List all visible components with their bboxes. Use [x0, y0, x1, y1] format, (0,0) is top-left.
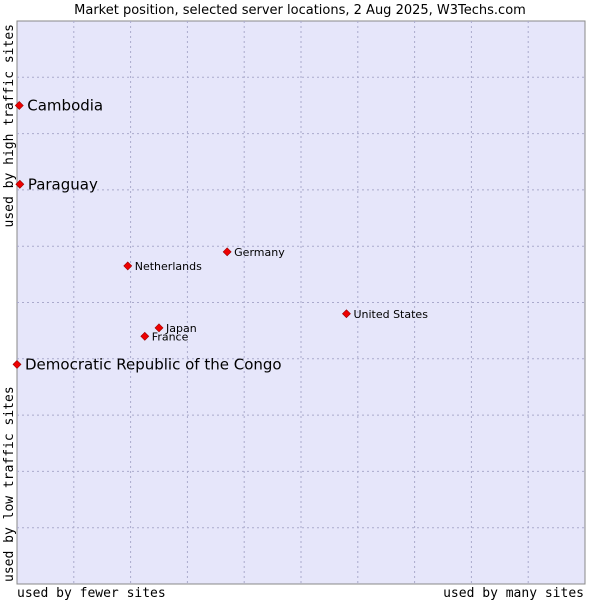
y-axis-label-high: used by high traffic sites: [2, 24, 17, 228]
label-paraguay: Paraguay: [28, 175, 98, 193]
data-points: Cambodia Paraguay Democratic Republic of t…: [12, 96, 428, 373]
point-united-states: United States: [342, 308, 428, 321]
label-netherlands: Netherlands: [135, 260, 202, 273]
marker-japan: [154, 323, 164, 333]
marker-netherlands: [123, 261, 133, 271]
x-axis-label-fewer: used by fewer sites: [17, 586, 166, 600]
label-united-states: United States: [353, 308, 428, 321]
marker-cambodia: [14, 101, 24, 110]
label-democratic-republic-of-the-congo: Democratic Republic of the Congo: [25, 355, 282, 373]
chart-title: Market position, selected server locatio…: [74, 3, 526, 18]
point-germany: Germany: [222, 246, 285, 259]
x-axis-label-many: used by many sites: [443, 586, 584, 600]
label-france: France: [152, 330, 189, 343]
label-cambodia: Cambodia: [27, 96, 103, 114]
marker-democratic-republic-of-the-congo: [12, 360, 22, 369]
point-democratic-republic-of-the-congo: Democratic Republic of the Congo: [12, 355, 282, 373]
point-cambodia: Cambodia: [14, 96, 103, 114]
point-france: France: [140, 330, 189, 343]
y-axis-label-low: used by low traffic sites: [2, 386, 17, 582]
label-germany: Germany: [234, 246, 285, 259]
point-netherlands: Netherlands: [123, 260, 202, 273]
label-japan: Japan: [165, 322, 197, 335]
marker-paraguay: [15, 179, 25, 189]
point-paraguay: Paraguay: [15, 175, 98, 193]
point-japan: Japan: [154, 322, 197, 335]
marker-france: [140, 331, 150, 341]
marker-united-states: [342, 309, 351, 319]
grid-lines: [17, 21, 585, 584]
marker-germany: [222, 247, 232, 257]
